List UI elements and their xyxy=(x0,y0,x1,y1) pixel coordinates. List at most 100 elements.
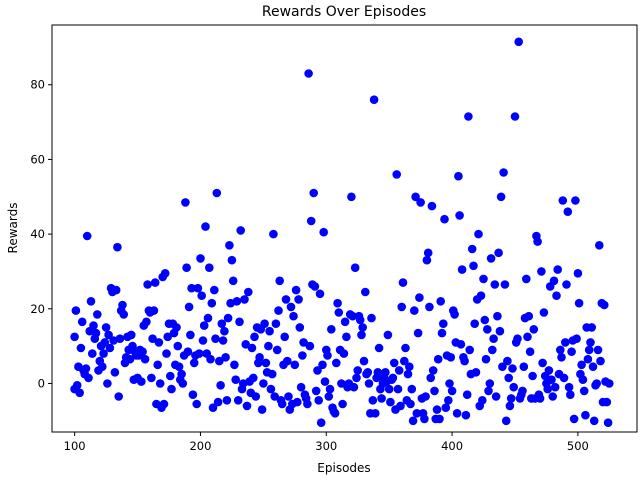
data-point-183 xyxy=(299,338,308,347)
data-point-424 xyxy=(602,397,612,407)
plot-frame xyxy=(51,24,638,433)
data-point-387 xyxy=(556,345,565,355)
data-point-59 xyxy=(143,280,152,289)
data-point-115 xyxy=(213,397,223,407)
data-point-314 xyxy=(464,112,473,121)
data-point-155 xyxy=(264,341,273,351)
data-point-158 xyxy=(267,369,277,379)
data-point-266 xyxy=(403,369,413,379)
data-point-122 xyxy=(222,396,232,405)
data-point-383 xyxy=(550,382,560,392)
data-point-98 xyxy=(192,399,201,409)
data-point-258 xyxy=(393,384,403,394)
data-point-111 xyxy=(208,403,218,413)
data-point-273 xyxy=(412,409,422,418)
data-point-252 xyxy=(386,397,395,407)
y-tick-label-20: 20 xyxy=(30,302,45,316)
data-point-400 xyxy=(572,334,581,344)
data-point-402 xyxy=(574,298,584,308)
data-point-177 xyxy=(291,285,301,295)
data-point-416 xyxy=(592,379,601,388)
data-point-343 xyxy=(500,280,510,289)
data-point-138 xyxy=(242,401,252,411)
data-point-340 xyxy=(496,192,506,202)
data-point-160 xyxy=(270,392,280,401)
data-point-327 xyxy=(480,315,490,325)
data-point-208 xyxy=(330,409,340,418)
data-point-396 xyxy=(567,347,576,357)
data-point-299 xyxy=(445,379,454,388)
data-point-308 xyxy=(456,340,466,349)
data-point-26 xyxy=(101,323,111,332)
data-point-382 xyxy=(549,276,559,286)
data-point-173 xyxy=(286,302,296,312)
data-point-240 xyxy=(371,409,380,418)
data-point-419 xyxy=(596,356,605,366)
data-point-151 xyxy=(259,379,268,388)
data-point-418 xyxy=(595,241,604,250)
data-point-276 xyxy=(416,198,425,207)
data-point-303 xyxy=(450,310,459,319)
data-point-363 xyxy=(525,347,535,357)
data-point-162 xyxy=(272,345,282,355)
x-tick-label-300: 300 xyxy=(315,439,337,453)
data-point-381 xyxy=(548,392,557,401)
data-point-100 xyxy=(194,349,204,358)
data-point-37 xyxy=(115,334,125,344)
data-point-99 xyxy=(193,283,203,293)
data-point-232 xyxy=(361,287,370,297)
data-point-126 xyxy=(227,255,237,265)
data-point-121 xyxy=(221,353,230,362)
data-point-399 xyxy=(571,196,580,205)
data-point-168 xyxy=(280,332,290,342)
data-point-77 xyxy=(166,371,175,381)
data-point-19 xyxy=(93,310,102,319)
data-point-392 xyxy=(562,280,571,289)
data-point-312 xyxy=(461,410,471,420)
data-point-78 xyxy=(167,384,176,394)
data-point-353 xyxy=(513,334,522,344)
data-point-130 xyxy=(232,297,242,306)
data-point-330 xyxy=(484,386,493,396)
data-point-163 xyxy=(274,306,283,315)
data-point-188 xyxy=(305,341,315,351)
data-point-324 xyxy=(476,291,486,301)
data-point-361 xyxy=(523,332,532,342)
data-point-203 xyxy=(324,392,334,401)
data-point-360 xyxy=(522,274,531,284)
data-point-95 xyxy=(188,390,198,400)
data-point-102 xyxy=(197,291,206,301)
data-point-412 xyxy=(587,323,596,332)
data-point-320 xyxy=(471,368,481,377)
data-point-193 xyxy=(311,386,321,396)
data-point-328 xyxy=(481,354,491,364)
data-point-331 xyxy=(485,379,495,388)
data-point-269 xyxy=(407,384,417,394)
data-point-326 xyxy=(479,274,488,284)
data-point-119 xyxy=(218,336,228,345)
data-point-394 xyxy=(564,382,574,392)
data-point-390 xyxy=(559,373,569,383)
data-point-296 xyxy=(441,403,451,413)
data-point-406 xyxy=(579,386,589,396)
data-point-64 xyxy=(149,306,159,315)
data-point-228 xyxy=(355,315,365,325)
data-point-28 xyxy=(104,330,113,340)
data-point-181 xyxy=(296,382,306,392)
data-point-132 xyxy=(235,317,244,327)
data-point-225 xyxy=(352,373,361,383)
data-point-221 xyxy=(347,192,356,202)
data-point-318 xyxy=(469,261,478,271)
data-point-187 xyxy=(304,69,313,78)
data-point-286 xyxy=(428,366,438,375)
x-tick-label-500: 500 xyxy=(567,439,589,453)
data-point-107 xyxy=(203,313,213,323)
data-point-371 xyxy=(535,394,545,403)
data-point-83 xyxy=(173,341,183,351)
data-point-67 xyxy=(153,360,162,370)
data-point-180 xyxy=(295,323,305,332)
data-point-139 xyxy=(244,287,253,297)
data-point-63 xyxy=(148,334,157,344)
data-point-346 xyxy=(504,373,513,383)
data-point-14 xyxy=(86,297,96,306)
